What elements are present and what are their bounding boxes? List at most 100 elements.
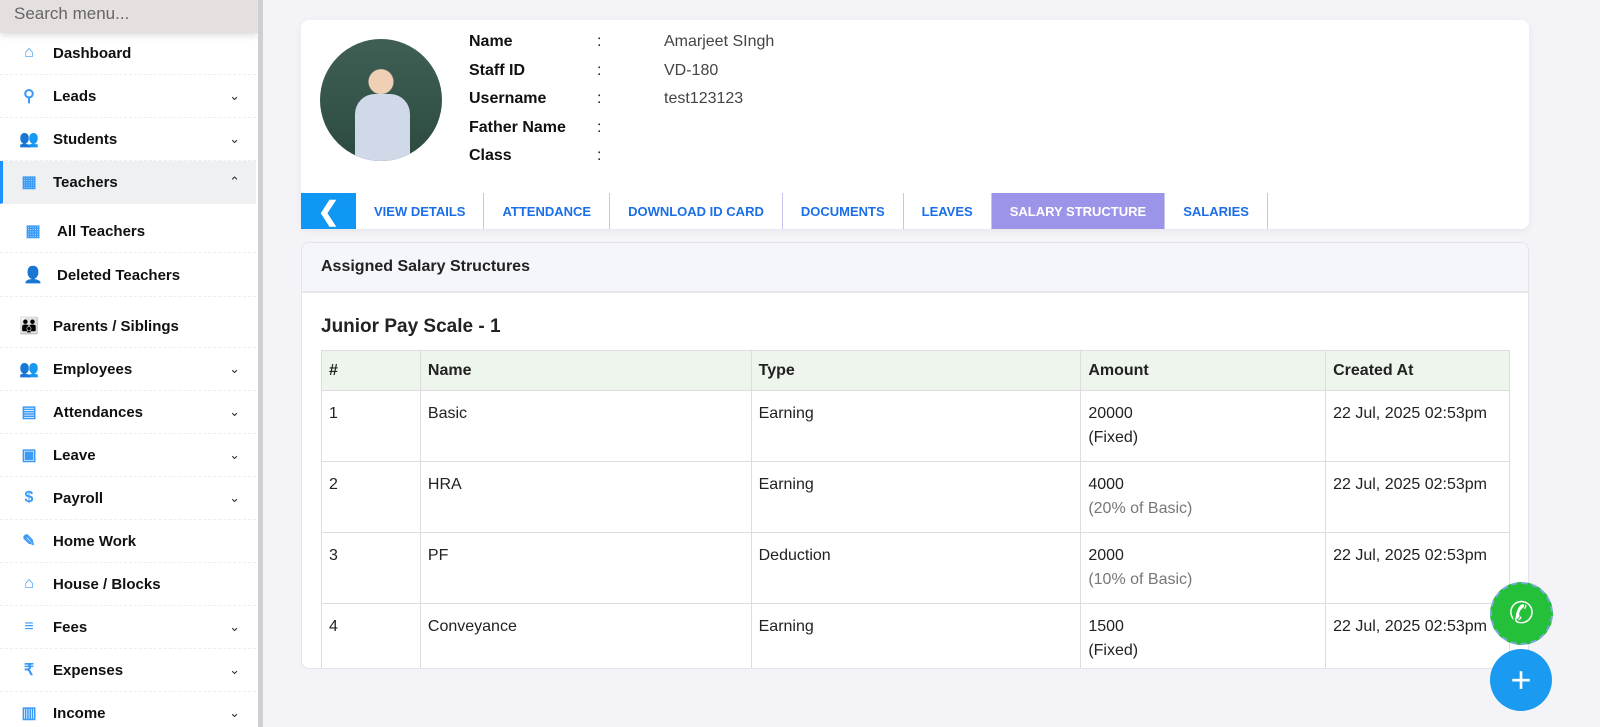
sidebar: Search menu... ⌂ Dashboard ⚲ Leads ⌄ 👥 Student… (0, 0, 258, 727)
field-label: Father Name (469, 118, 566, 136)
sidebar-item-label: Home Work (53, 532, 137, 550)
component-name: Conveyance (419, 603, 752, 668)
sidebar-item-employees[interactable]: 👥 Employees ⌄ (0, 348, 256, 391)
tab-salary-structure[interactable]: SALARY STRUCTURE (991, 193, 1166, 229)
amount-cell: 2000 (10% of Basic) (1080, 532, 1327, 604)
tab-view-details[interactable]: VIEW DETAILS (356, 193, 485, 229)
sidebar-item-label: Income (53, 704, 106, 722)
field-value: VD-180 (664, 61, 719, 79)
column-header: # (321, 350, 421, 391)
sidebar-item-label: All Teachers (57, 222, 146, 240)
amount: 1500 (1088, 618, 1124, 635)
field-label: Username (469, 90, 547, 107)
payroll-icon: $ (24, 489, 34, 506)
house-icon: ⌂ (24, 575, 34, 592)
row-index: 1 (321, 390, 421, 462)
table-row: 1 Basic Earning 20000 (Fixed) 22 Jul, 2025 02… (321, 390, 1510, 462)
chevron-down-icon[interactable]: ⌄ (229, 88, 240, 103)
column-header: Amount (1080, 350, 1327, 391)
sidebar-item-label: Leads (53, 87, 97, 105)
chevron-down-icon[interactable]: ⌄ (229, 447, 240, 462)
whatsapp-button[interactable]: ✆ (1490, 582, 1553, 645)
sidebar-item-deleted-teachers[interactable]: 👤 Deleted Teachers (0, 254, 256, 297)
sidebar-item-label: Employees (53, 360, 133, 378)
chevron-down-icon[interactable]: ⌄ (229, 131, 240, 146)
chevron-down-icon[interactable]: ⌄ (229, 705, 240, 720)
component-type: Earning (750, 603, 1082, 668)
sidebar-item-income[interactable]: ▥ Income ⌄ (0, 692, 256, 727)
sidebar-item-expenses[interactable]: ₹ Expenses ⌄ (0, 649, 256, 692)
students-icon: 👥 (19, 131, 39, 148)
fees-icon: ≡ (24, 618, 34, 635)
created-at: 22 Jul, 2025 02:53pm (1325, 390, 1510, 462)
tab-attendance[interactable]: ATTENDANCE (484, 193, 611, 229)
sidebar-item-payroll[interactable]: $ Payroll ⌄ (0, 477, 256, 520)
chevron-up-icon[interactable]: ⌃ (229, 174, 240, 189)
sidebar-item-attendances[interactable]: ▤ Attendances ⌄ (0, 391, 256, 434)
sidebar-item-parents-siblings[interactable]: 👪 Parents / Siblings (0, 305, 256, 348)
sidebar-item-label: Expenses (53, 661, 124, 679)
sidebar-item-house-blocks[interactable]: ⌂ House / Blocks (0, 563, 256, 606)
field-value: test123123 (664, 90, 744, 107)
component-name: HRA (419, 461, 752, 533)
amount: 4000 (1088, 476, 1124, 493)
table-row: 3 PF Deduction 2000 (10% of Basic) 22 Jul, 20… (321, 532, 1510, 604)
row-index: 3 (321, 532, 421, 604)
separator: : (597, 33, 602, 50)
sidebar-item-label: House / Blocks (53, 575, 161, 593)
sidebar-item-fees[interactable]: ≡ Fees ⌄ (0, 606, 256, 649)
salary-structure-panel: Assigned Salary Structures Junior Pay Sc… (301, 242, 1529, 669)
tab-salaries[interactable]: SALARIES (1165, 193, 1268, 229)
sidebar-item-all-teachers[interactable]: ▦ All Teachers (0, 210, 256, 253)
field-label: Name (469, 33, 513, 50)
created-at: 22 Jul, 2025 02:53pm (1325, 461, 1510, 533)
chevron-left-icon: ❮ (317, 195, 340, 226)
profile-card: Name: Amarjeet SIngh Staff ID: VD-180 Userna… (301, 20, 1529, 229)
back-button[interactable]: ❮ (301, 193, 356, 229)
tab-bar: ❮ VIEW DETAILS ATTENDANCE DOWNLOAD ID CARD… (301, 193, 1268, 229)
sidebar-item-home-work[interactable]: ✎ Home Work (0, 520, 256, 563)
search-menu-input[interactable]: Search menu... (0, 0, 258, 33)
amount-cell: 1500 (Fixed) (1080, 603, 1327, 668)
chevron-down-icon[interactable]: ⌄ (229, 619, 240, 634)
sidebar-item-leave[interactable]: ▣ Leave ⌄ (0, 434, 256, 477)
add-button[interactable]: + (1490, 649, 1552, 711)
amount-cell: 4000 (20% of Basic) (1080, 461, 1327, 533)
tab-download-id-card[interactable]: DOWNLOAD ID CARD (610, 193, 783, 229)
teachers-icon: ▦ (25, 223, 41, 240)
sidebar-item-label: Attendances (53, 403, 144, 421)
chevron-down-icon[interactable]: ⌄ (229, 404, 240, 419)
sidebar-item-label: Deleted Teachers (57, 266, 181, 284)
column-header: Type (750, 350, 1082, 391)
homework-icon: ✎ (22, 533, 36, 550)
teachers-icon: ▦ (21, 174, 37, 191)
amount-note: (Fixed) (1088, 642, 1139, 659)
sidebar-scrollbar[interactable] (258, 0, 263, 727)
chevron-down-icon[interactable]: ⌄ (229, 490, 240, 505)
expenses-icon: ₹ (23, 662, 35, 679)
component-type: Earning (750, 390, 1082, 462)
row-index: 4 (321, 603, 421, 668)
chevron-down-icon[interactable]: ⌄ (229, 361, 240, 376)
sidebar-item-label: Parents / Siblings (53, 317, 179, 335)
created-at: 22 Jul, 2025 02:53pm (1325, 603, 1510, 668)
sidebar-item-leads[interactable]: ⚲ Leads ⌄ (0, 75, 256, 118)
sidebar-item-label: Students (53, 130, 118, 148)
sidebar-item-students[interactable]: 👥 Students ⌄ (0, 118, 256, 161)
leave-icon: ▣ (21, 447, 37, 464)
sidebar-item-teachers[interactable]: ▦ Teachers ⌃ (0, 161, 256, 204)
amount-note: (Fixed) (1088, 429, 1139, 446)
sidebar-item-dashboard[interactable]: ⌂ Dashboard (0, 32, 256, 75)
tab-documents[interactable]: DOCUMENTS (782, 193, 904, 229)
column-header: Created At (1325, 350, 1510, 391)
separator: : (597, 90, 602, 107)
chevron-down-icon[interactable]: ⌄ (229, 662, 240, 677)
tab-leaves[interactable]: LEAVES (903, 193, 992, 229)
parents-icon: 👪 (19, 318, 39, 335)
component-type: Earning (750, 461, 1082, 533)
sidebar-item-label: Fees (53, 618, 88, 636)
component-name: PF (419, 532, 752, 604)
created-at: 22 Jul, 2025 02:53pm (1325, 532, 1510, 604)
table-row: 4 Conveyance Earning 1500 (Fixed) 22 Jul, 202… (321, 603, 1510, 668)
home-icon: ⌂ (24, 44, 34, 61)
